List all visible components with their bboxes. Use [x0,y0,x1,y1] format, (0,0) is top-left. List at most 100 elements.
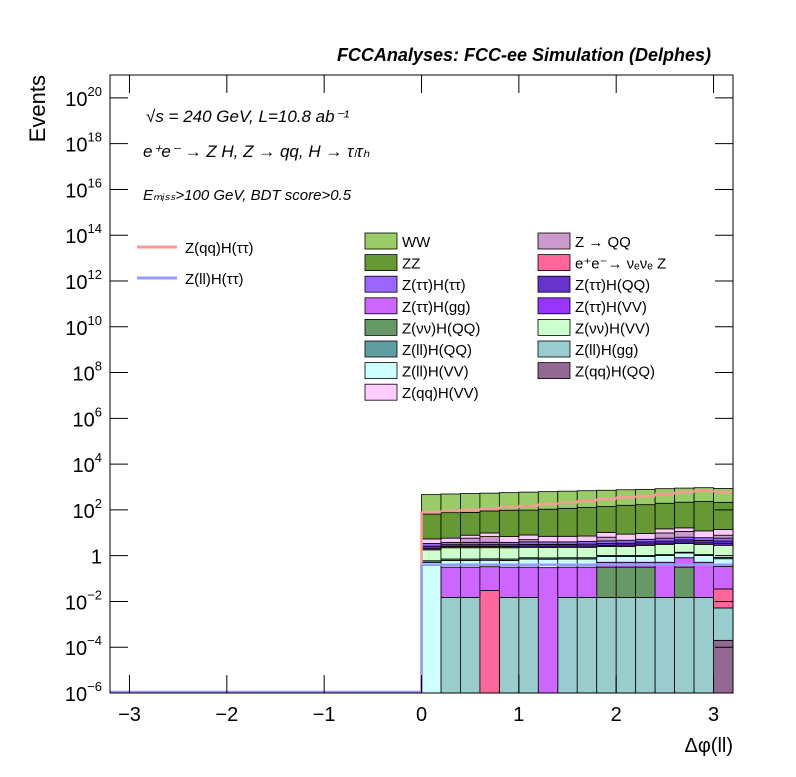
y-tick-label: 108 [73,359,102,386]
histogram-bar [518,534,539,541]
legend-swatch [364,318,398,336]
histogram-bar [713,639,734,694]
y-tick-label: 1016 [65,175,102,202]
legend-label: Z(νν)H(QQ) [402,320,480,337]
histogram-bar [713,501,734,530]
y-tick-base: 10 [65,180,87,202]
histogram-bar [440,547,461,560]
y-tick-label: 104 [73,450,102,477]
legend-label: Z(ττ)H(VV) [575,299,647,316]
histogram-bar [654,543,675,555]
x-tick-label: 0 [416,704,427,726]
histogram-bar [498,566,520,598]
histogram-bar [713,488,734,503]
histogram-bar [479,510,500,534]
x-tick-label: 1 [513,704,524,726]
histogram-bar [537,508,559,537]
y-tick-label: 102 [73,496,102,523]
y-tick-label: 10−6 [65,679,102,706]
histogram-bar [596,556,617,563]
y-tick-exponent: 12 [88,267,102,282]
histogram-bar [713,566,734,590]
histogram-bar [421,513,442,540]
y-tick-base: 10 [65,226,87,248]
histogram-bar [518,546,539,559]
y-tick-base: 10 [65,89,87,111]
legend-swatch [364,232,398,250]
histogram-bar [576,540,598,545]
histogram-bar [460,537,481,543]
histogram-bar [654,537,675,542]
histogram-bar [654,502,675,530]
legend-swatch [364,254,398,272]
histogram-bar [693,537,714,541]
y-tick-label: 106 [73,404,102,431]
y-tick-base: 10 [65,638,87,660]
histogram-bar [557,507,578,537]
histogram-bar [460,566,481,598]
histogram-bar [615,597,637,694]
histogram-bar [421,549,442,562]
histogram-bar [654,528,675,534]
y-axis-label: Events [25,75,50,142]
legend-swatch [537,254,571,272]
histogram-bar [440,597,461,694]
legend-swatch [364,340,398,358]
y-tick-exponent: −4 [87,633,102,648]
histogram-bar [693,501,714,532]
legend-label: ZZ [402,256,420,273]
legend-swatch [364,297,398,315]
x-tick-label: −2 [215,704,238,726]
histogram-bar [713,537,734,542]
histogram-bar [576,490,598,508]
histogram-bar [479,536,500,543]
histogram-bar [693,530,714,539]
y-tick-base: 10 [73,501,95,523]
histogram-bar [596,566,617,598]
histogram-bar [440,512,461,539]
y-tick-label: 1020 [65,84,102,111]
legend-swatch [364,383,398,401]
annotation: e⁺e⁻ → Z H, Z → qq, H → τₗτₕ [143,142,370,161]
histogram-bar [498,536,520,543]
histogram-bar [674,527,695,532]
legend-swatch [364,362,398,380]
histogram-bar [576,535,598,542]
histogram-bar [615,546,637,556]
y-tick-exponent: 4 [95,450,102,465]
histogram-bar [654,555,675,563]
histogram-bar [674,566,695,598]
histogram-bar [635,566,656,598]
annotation: √s = 240 GeV, L=10.8 ab⁻¹ [146,107,350,126]
histogram-bar [537,546,559,559]
histogram-bar [518,509,539,536]
legend-label: Z → QQ [575,234,631,251]
histogram-bar [479,547,500,560]
x-tick-label: −3 [118,704,141,726]
y-tick-label: 10−2 [65,587,102,614]
histogram-bar [518,491,539,511]
histogram-bar [498,597,520,694]
legend-label: Z(ll)H(ττ) [185,271,244,288]
legend-swatch [537,275,571,293]
y-tick-exponent: 18 [88,130,102,145]
y-tick-exponent: −6 [87,679,102,694]
legend-swatch [537,362,571,380]
histogram-bar [518,566,539,598]
legend-swatch [537,297,571,315]
y-tick-exponent: 6 [95,404,102,419]
histogram-bar [693,597,714,694]
histogram-bar [635,504,656,534]
legend-label: Z(νν)H(VV) [575,320,650,337]
legend-swatch [537,340,571,358]
histogram-bar [713,529,734,536]
x-tick-label: −1 [313,704,336,726]
histogram-bar [596,506,617,533]
x-tick-label: 2 [611,704,622,726]
y-tick-exponent: 16 [88,175,102,190]
histogram-bar [537,558,559,569]
y-tick-label: 1018 [65,130,102,157]
histogram-bar [615,539,637,544]
histogram-bar [557,535,578,543]
